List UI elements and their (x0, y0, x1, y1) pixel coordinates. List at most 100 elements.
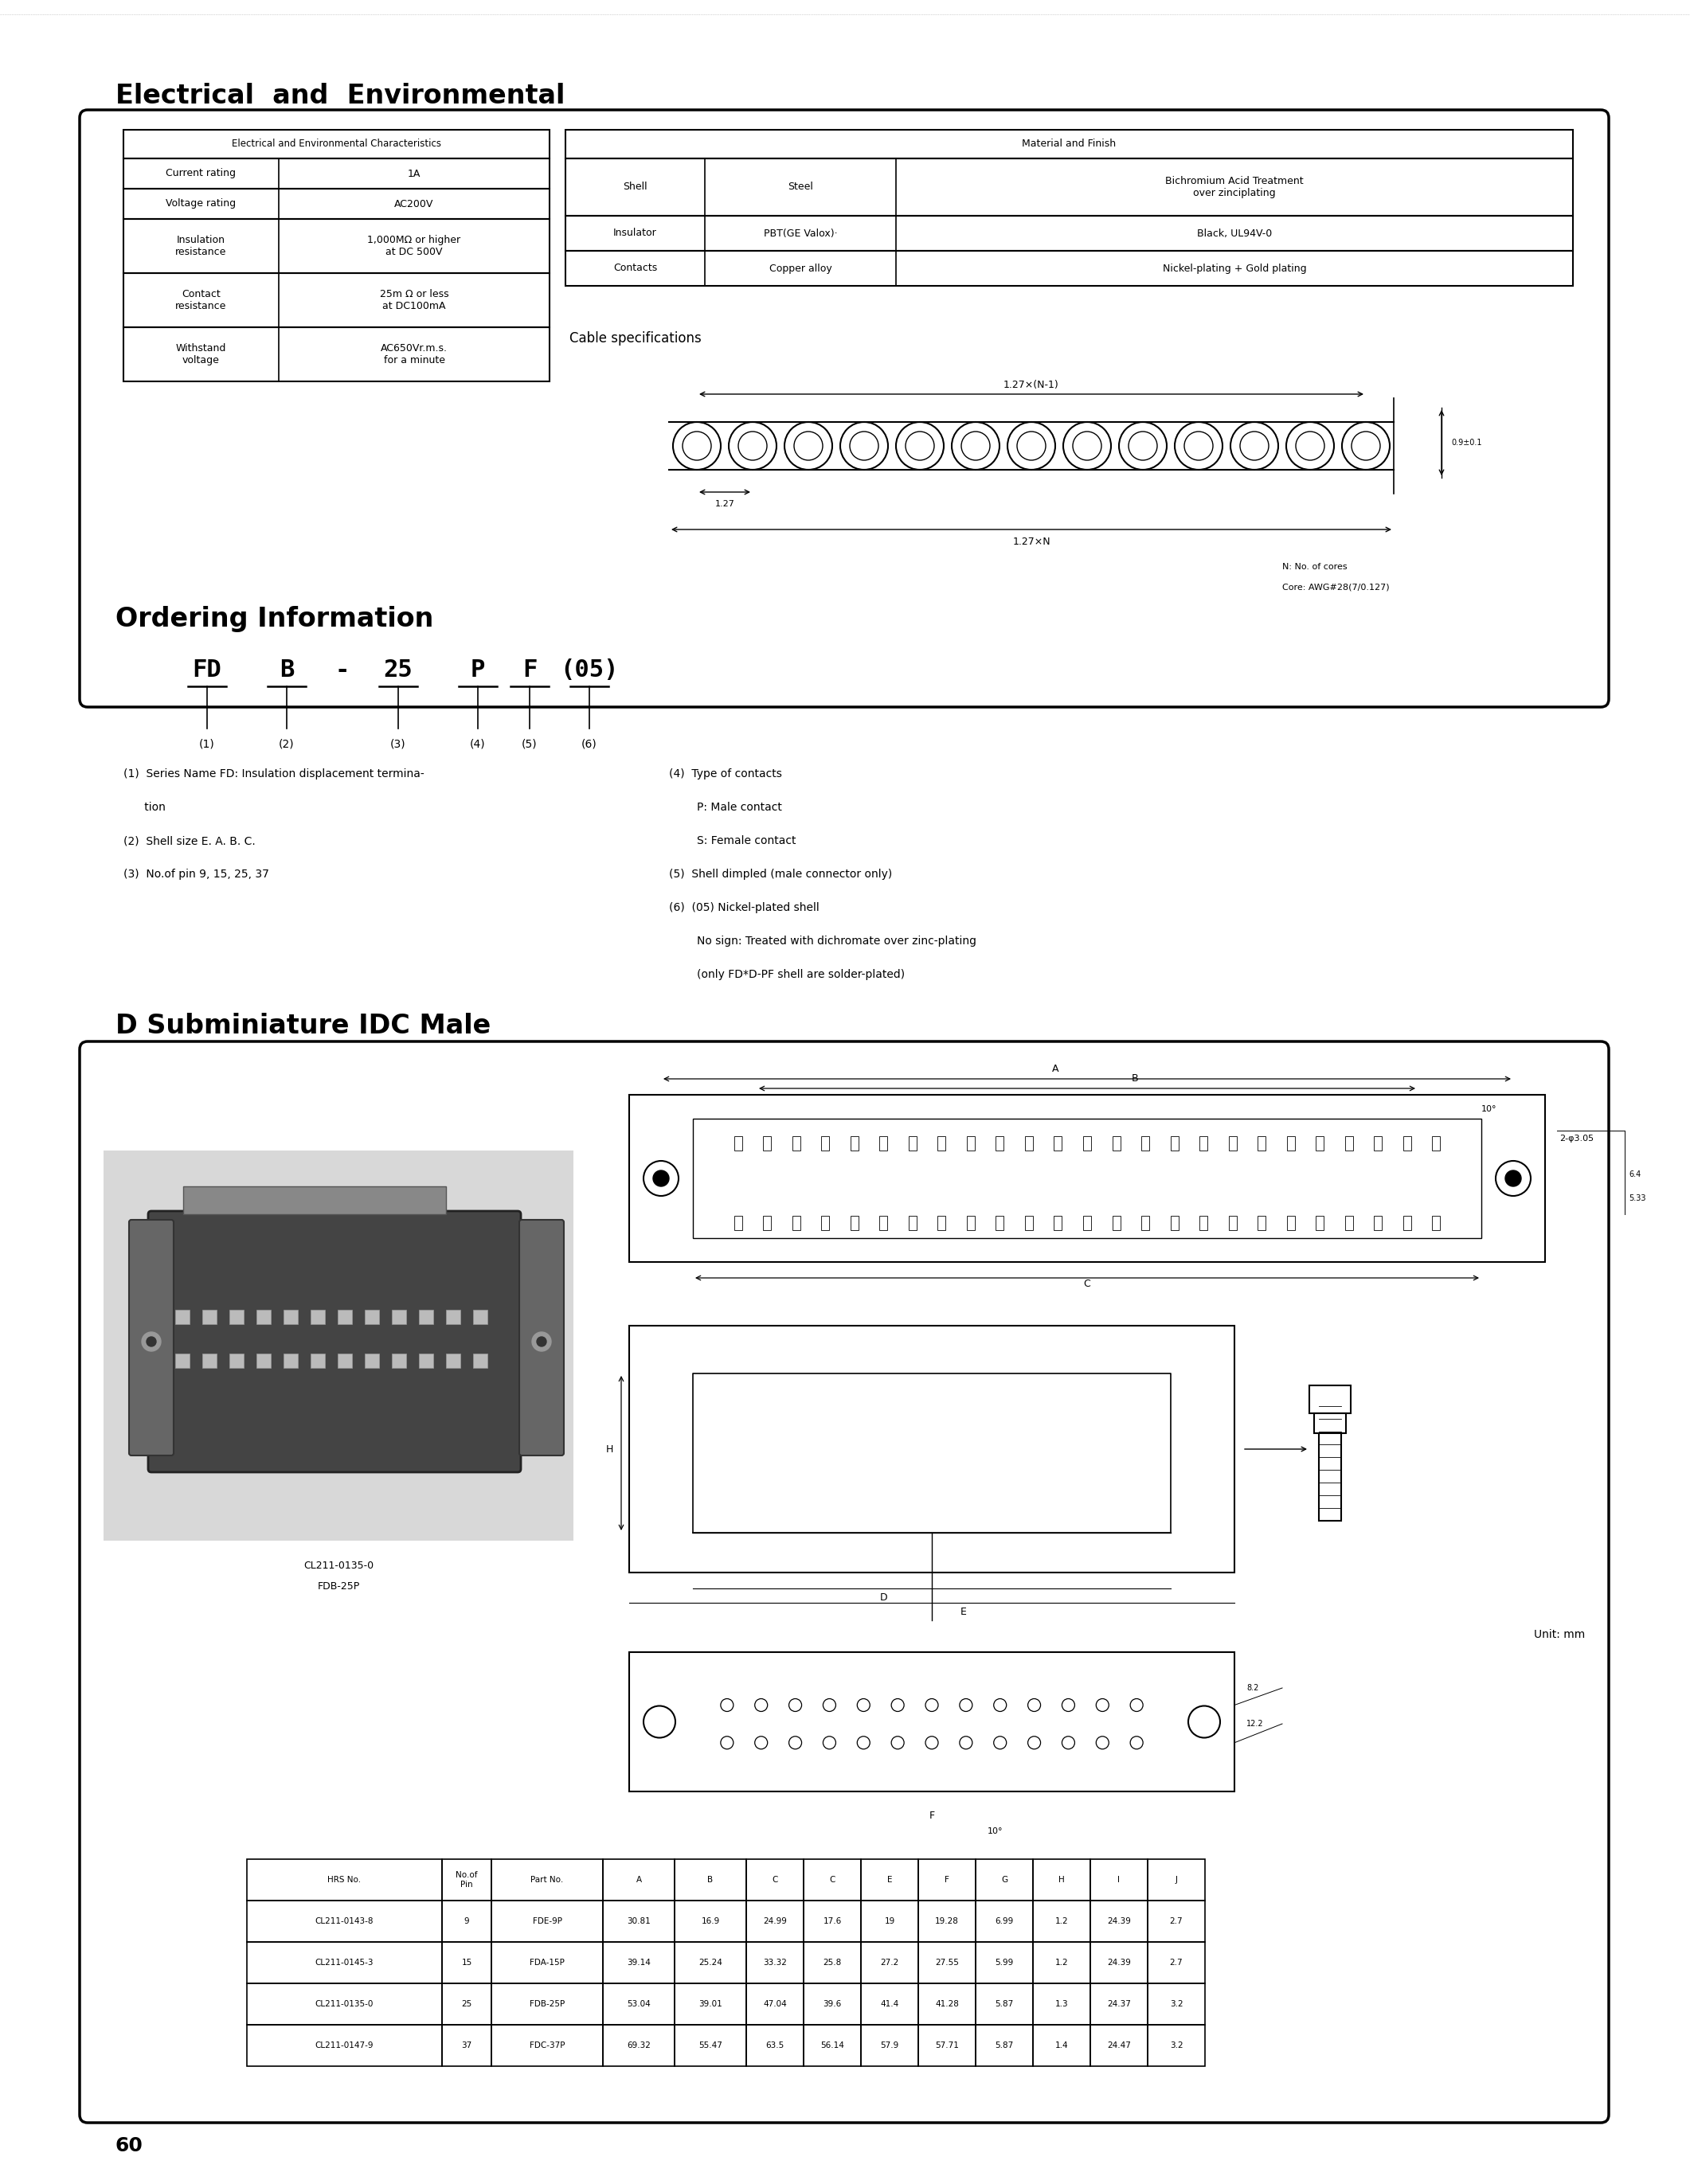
Bar (860, 1942, 918, 1983)
Text: 30.81: 30.81 (627, 1918, 651, 1926)
Text: E: E (960, 1607, 967, 1618)
Text: 39.01: 39.01 (698, 2001, 722, 2007)
Text: E: E (887, 1876, 892, 1885)
Bar (909, 1136, 916, 1151)
Text: 1.2: 1.2 (1055, 1959, 1068, 1966)
Bar (183, 1186, 446, 1214)
FancyBboxPatch shape (79, 109, 1609, 708)
Bar (747, 1942, 803, 1983)
Text: 1.2: 1.2 (1055, 1918, 1068, 1926)
Text: F: F (930, 1811, 935, 1821)
Text: 1,000MΩ or higher
at DC 500V: 1,000MΩ or higher at DC 500V (367, 236, 461, 258)
Bar (392, 1354, 406, 1367)
Text: Contacts: Contacts (613, 262, 657, 273)
Bar (443, 1983, 492, 2025)
Bar (443, 1942, 492, 1983)
Bar (123, 188, 549, 218)
Bar (446, 1354, 460, 1367)
Bar (1090, 1942, 1148, 1983)
Text: (1)  Series Name FD: Insulation displacement termina-: (1) Series Name FD: Insulation displacem… (123, 769, 424, 780)
Bar (123, 328, 549, 382)
Bar (1148, 1859, 1205, 1900)
Bar (1033, 2025, 1090, 2066)
Bar (284, 1354, 297, 1367)
Text: 12.2: 12.2 (1247, 1719, 1264, 1728)
Bar (1403, 1136, 1411, 1151)
Bar (1403, 1216, 1411, 1230)
Text: FDB-25P: FDB-25P (529, 2001, 564, 2007)
Bar (176, 1310, 189, 1324)
Text: 3.2: 3.2 (1169, 2001, 1183, 2007)
Bar (1374, 1216, 1382, 1230)
Bar (629, 1094, 1545, 1262)
Bar (762, 1216, 771, 1230)
Bar (1200, 1136, 1207, 1151)
Bar (967, 1216, 975, 1230)
Bar (446, 1310, 460, 1324)
Text: 2.7: 2.7 (1169, 1959, 1183, 1966)
Circle shape (652, 1171, 669, 1186)
Bar (1345, 1216, 1354, 1230)
Bar (1171, 1136, 1178, 1151)
Bar (365, 1354, 379, 1367)
Bar (995, 1136, 1004, 1151)
Bar (1257, 1216, 1266, 1230)
Bar (492, 1942, 603, 1983)
Bar (247, 1983, 443, 2025)
Text: (5)  Shell dimpled (male connector only): (5) Shell dimpled (male connector only) (669, 869, 892, 880)
Bar (803, 1983, 860, 2025)
Circle shape (532, 1332, 551, 1352)
Text: H: H (605, 1444, 613, 1455)
Bar (203, 1354, 216, 1367)
Bar (733, 1216, 742, 1230)
Text: G: G (1000, 1876, 1007, 1885)
Text: 27.2: 27.2 (880, 1959, 899, 1966)
Bar (123, 218, 549, 273)
Bar (938, 1216, 946, 1230)
Text: 25m Ω or less
at DC100mA: 25m Ω or less at DC100mA (380, 288, 448, 312)
Text: 56.14: 56.14 (820, 2042, 843, 2049)
Circle shape (142, 1332, 161, 1352)
Text: 24.39: 24.39 (1107, 1918, 1131, 1926)
Text: 5.99: 5.99 (995, 1959, 1014, 1966)
Text: Withstand
voltage: Withstand voltage (176, 343, 226, 365)
Bar (1083, 1216, 1092, 1230)
FancyBboxPatch shape (519, 1221, 564, 1455)
Bar (879, 1136, 887, 1151)
Text: tion: tion (123, 802, 166, 812)
Bar (1317, 1136, 1323, 1151)
Text: Current rating: Current rating (166, 168, 237, 179)
Text: Voltage rating: Voltage rating (166, 199, 237, 210)
Text: 55.47: 55.47 (698, 2042, 722, 2049)
Bar (1090, 1859, 1148, 1900)
Bar (603, 1983, 674, 2025)
Bar (995, 1216, 1004, 1230)
Text: C: C (772, 1876, 777, 1885)
Bar (793, 1216, 799, 1230)
Text: 39.14: 39.14 (627, 1959, 651, 1966)
Bar (1090, 2025, 1148, 2066)
Text: Shell: Shell (624, 181, 647, 192)
Bar (975, 2025, 1033, 2066)
Bar (1141, 1136, 1149, 1151)
Text: 9: 9 (465, 1918, 470, 1926)
Text: -: - (335, 660, 350, 681)
Bar (1090, 1900, 1148, 1942)
Text: (2): (2) (279, 738, 294, 749)
Bar (747, 1983, 803, 2025)
Bar (938, 1136, 946, 1151)
Text: FDC-37P: FDC-37P (529, 2042, 564, 2049)
Bar (1374, 1136, 1382, 1151)
Text: 1.4: 1.4 (1055, 2042, 1068, 2049)
Text: 10°: 10° (987, 1828, 1004, 1835)
Bar (975, 1942, 1033, 1983)
FancyBboxPatch shape (149, 1212, 521, 1472)
Text: Steel: Steel (788, 181, 813, 192)
Bar (123, 129, 549, 159)
Text: 1.27×(N-1): 1.27×(N-1) (1004, 380, 1060, 389)
Text: 24.47: 24.47 (1107, 2042, 1131, 2049)
Text: Black, UL94V-0: Black, UL94V-0 (1197, 227, 1273, 238)
Bar (247, 2025, 443, 2066)
Bar (860, 1900, 918, 1942)
Text: 25: 25 (384, 660, 412, 681)
